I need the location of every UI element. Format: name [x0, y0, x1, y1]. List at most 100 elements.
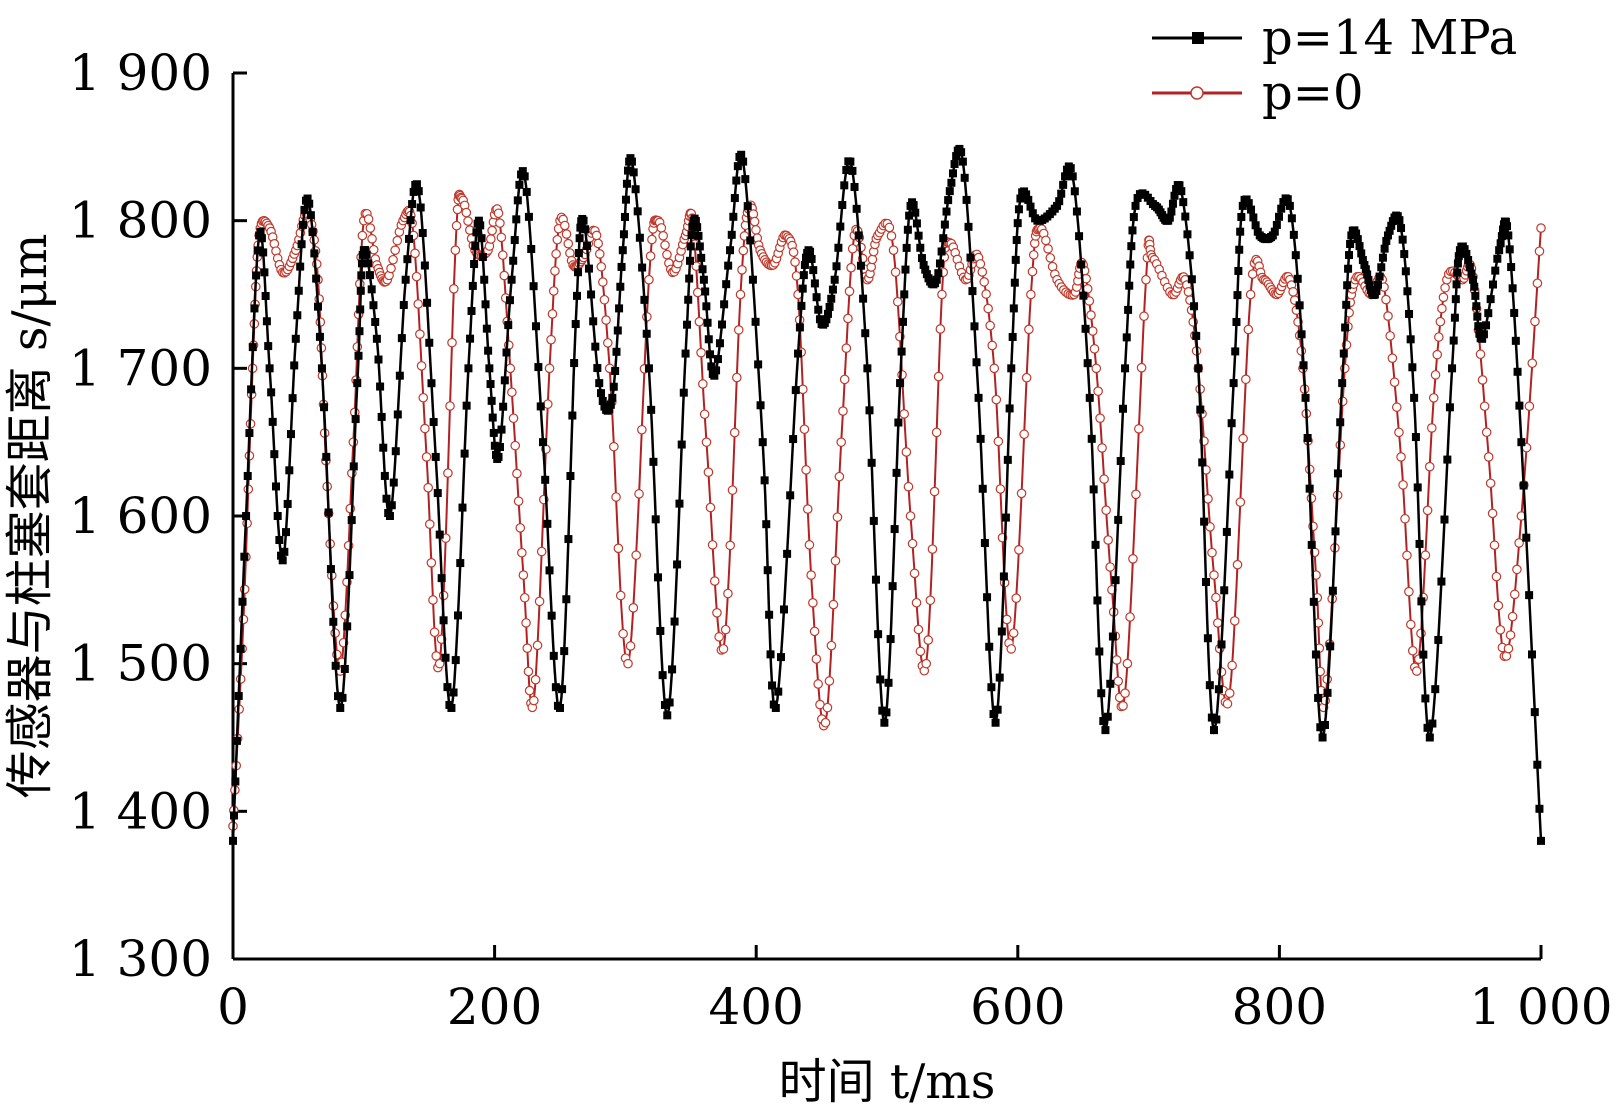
data-point — [806, 570, 816, 580]
data-point — [911, 208, 920, 217]
data-point — [1116, 457, 1125, 466]
data-point — [1353, 235, 1362, 244]
data-point — [1026, 202, 1035, 211]
data-point — [1043, 244, 1053, 254]
data-point — [975, 259, 986, 269]
data-point — [712, 366, 721, 375]
data-point — [296, 262, 305, 271]
data-point — [1185, 251, 1194, 260]
data-point — [259, 248, 268, 257]
data-point — [1413, 483, 1422, 492]
data-point — [718, 320, 727, 329]
data-point — [749, 216, 760, 227]
data-point — [1211, 592, 1221, 603]
data-point — [1167, 207, 1176, 216]
data-point — [513, 496, 524, 507]
data-point — [519, 592, 530, 603]
data-point — [1118, 701, 1128, 711]
data-point — [923, 635, 934, 645]
data-point — [1416, 628, 1426, 639]
data-point — [762, 520, 771, 529]
data-point — [1339, 349, 1348, 358]
data-point — [799, 424, 810, 435]
data-point — [696, 347, 706, 358]
data-point — [423, 298, 432, 307]
data-point — [987, 340, 998, 351]
data-point — [1233, 291, 1242, 300]
data-point — [240, 552, 249, 561]
data-point — [834, 471, 845, 482]
data-point — [582, 242, 591, 251]
data-point — [581, 225, 590, 234]
data-point — [1331, 527, 1340, 536]
data-point — [487, 225, 497, 236]
data-point — [401, 275, 410, 284]
data-point — [1105, 562, 1115, 572]
data-point — [522, 643, 533, 654]
data-point — [751, 225, 761, 235]
data-point — [1311, 650, 1320, 659]
data-point — [1168, 199, 1177, 208]
data-point — [1475, 349, 1486, 360]
data-point — [869, 516, 878, 525]
data-point — [605, 405, 614, 414]
data-point — [294, 286, 303, 295]
data-point — [786, 491, 795, 500]
data-point — [801, 253, 810, 262]
data-point — [310, 249, 319, 258]
data-point — [859, 294, 868, 303]
data-point — [921, 658, 932, 669]
data-point — [710, 371, 719, 380]
data-point — [474, 216, 483, 225]
data-point — [698, 379, 708, 389]
data-point — [312, 274, 321, 283]
data-point — [668, 665, 677, 674]
data-point — [931, 427, 942, 438]
data-point — [369, 301, 378, 310]
data-point — [1423, 723, 1432, 732]
data-point — [1122, 333, 1131, 342]
data-point — [929, 486, 940, 497]
data-point — [547, 611, 556, 620]
data-point — [490, 441, 499, 450]
data-point — [688, 222, 697, 231]
data-point — [828, 599, 839, 610]
data-point — [517, 547, 527, 558]
data-point — [494, 452, 503, 461]
data-point — [937, 247, 946, 256]
data-point — [594, 249, 605, 259]
data-point — [347, 516, 356, 525]
data-point — [416, 361, 427, 371]
data-point — [1497, 232, 1506, 241]
data-point — [451, 220, 462, 231]
data-point — [735, 289, 746, 300]
data-point — [1192, 331, 1201, 340]
data-point — [836, 222, 845, 231]
data-point — [838, 200, 847, 209]
data-point — [601, 315, 611, 325]
data-point — [1453, 259, 1462, 268]
data-point — [536, 402, 545, 411]
data-point — [482, 324, 491, 333]
data-point — [620, 212, 629, 221]
data-point — [888, 245, 899, 255]
data-point — [405, 234, 414, 243]
data-point — [495, 218, 505, 228]
data-point — [563, 238, 574, 249]
data-point — [543, 519, 552, 528]
data-point — [807, 254, 816, 263]
data-point — [1328, 586, 1337, 595]
data-point — [1011, 593, 1022, 603]
data-point — [1320, 720, 1329, 729]
data-point — [467, 306, 476, 315]
data-point — [1089, 485, 1098, 494]
data-point — [1428, 719, 1437, 728]
data-point — [551, 683, 560, 692]
data-point — [1434, 635, 1443, 644]
data-point — [732, 372, 742, 383]
data-point — [713, 355, 722, 364]
data-point — [874, 630, 883, 639]
data-point — [357, 230, 368, 241]
data-point — [1001, 513, 1010, 522]
data-point — [714, 632, 724, 642]
